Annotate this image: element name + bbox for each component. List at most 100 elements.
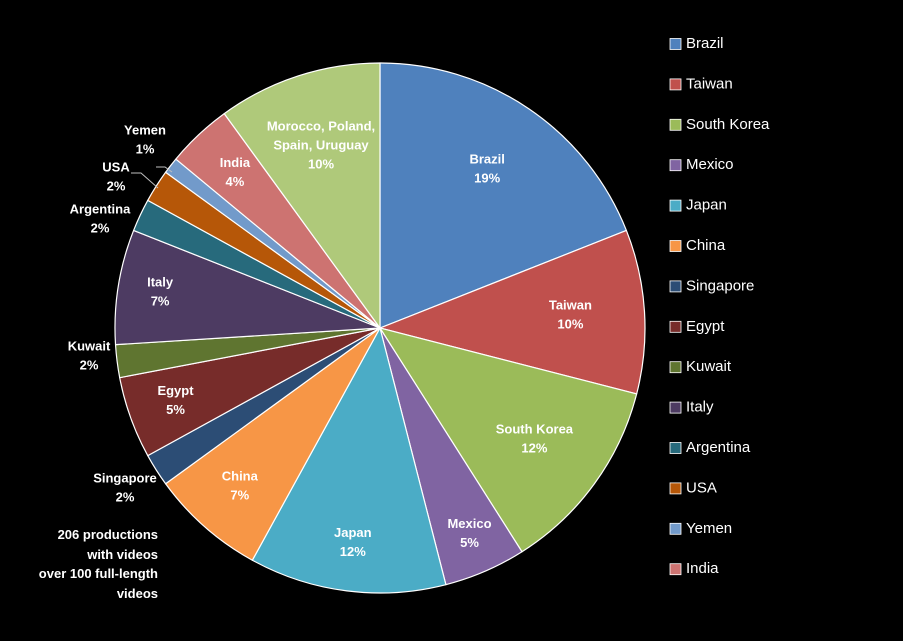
legend-item-kuwait: Kuwait	[669, 358, 732, 375]
data-label-name: Japan	[334, 526, 372, 541]
legend-label: South Korea	[686, 116, 770, 133]
data-label-value: 10%	[308, 157, 334, 172]
data-label-value: 19%	[474, 171, 500, 186]
legend-swatch	[669, 240, 682, 252]
data-label-value: 2%	[80, 358, 99, 373]
annotation-line: with videos	[87, 546, 158, 562]
data-label-china: China 7%	[222, 469, 259, 503]
data-label-italy: Italy 7%	[147, 275, 174, 309]
data-label-name: Egypt	[157, 384, 194, 399]
data-label-name: Mexico	[447, 517, 491, 532]
legend-label: USA	[686, 479, 717, 496]
legend-item-egypt: Egypt	[669, 318, 725, 335]
legend-item-singapore: Singapore	[669, 277, 754, 294]
legend-swatch	[669, 280, 682, 293]
data-label-name: Kuwait	[68, 339, 111, 354]
legend-item-south-korea: South Korea	[669, 116, 770, 133]
pie-slice-italy	[114, 229, 381, 346]
annotation-line: over 100 full-length	[38, 566, 158, 581]
data-label-kuwait: Kuwait 2%	[68, 339, 111, 373]
data-label-yemen: Yemen 1%	[124, 123, 166, 157]
data-label-value: 2%	[116, 490, 135, 505]
legend: Brazil Taiwan South Korea Mexico Japan China S…	[669, 35, 770, 577]
data-label-value: 12%	[340, 545, 366, 560]
data-label-value: 12%	[521, 441, 547, 456]
data-label-name: South Korea	[496, 422, 574, 437]
legend-item-yemen: Yemen	[669, 520, 732, 537]
data-label-value: 2%	[91, 221, 110, 236]
data-label-name: Argentina	[70, 202, 131, 217]
data-label-india: India 4%	[220, 155, 251, 189]
data-label-usa: USA 2%	[102, 160, 130, 194]
legend-swatch	[669, 442, 682, 454]
data-label-argentina: Argentina 2%	[70, 202, 131, 236]
legend-label: Singapore	[686, 277, 754, 294]
data-label-brazil: Brazil 19%	[469, 152, 504, 186]
data-label-value: 2%	[107, 179, 126, 194]
data-label-value: 10%	[557, 317, 583, 332]
data-label-japan: Japan 12%	[334, 526, 372, 560]
data-labels: Brazil 19% Taiwan 10% South Korea 12% Mexico 5%…	[68, 119, 592, 560]
data-label-name: Singapore	[93, 471, 157, 486]
pie-slice-china	[165, 327, 381, 561]
data-label-value: 7%	[151, 294, 170, 309]
legend-label: Italy	[686, 399, 714, 416]
legend-label: Brazil	[686, 35, 724, 52]
pie-slice-taiwan	[379, 229, 646, 395]
legend-swatch	[669, 482, 682, 495]
legend-swatch	[669, 563, 682, 576]
legend-swatch	[669, 38, 682, 50]
data-label-name: Taiwan	[549, 298, 592, 313]
legend-swatch	[669, 361, 682, 374]
legend-item-taiwan: Taiwan	[669, 75, 733, 92]
legend-swatch	[669, 522, 682, 535]
annotation-line: videos	[116, 585, 158, 601]
data-label-south-korea: South Korea 12%	[496, 422, 574, 456]
data-label-singapore: Singapore 2%	[93, 471, 157, 505]
pie-slice-brazil	[379, 62, 627, 329]
legend-item-argentina: Argentina	[669, 439, 751, 456]
data-label-name: Spain, Uruguay	[273, 138, 369, 153]
pie-slice-japan	[251, 327, 447, 594]
data-label-name: USA	[102, 160, 130, 175]
legend-item-italy: Italy	[669, 399, 714, 416]
legend-label: Taiwan	[686, 75, 733, 92]
legend-item-brazil: Brazil	[669, 35, 724, 52]
data-label-taiwan: Taiwan 10%	[549, 298, 592, 332]
data-label-name: Yemen	[124, 123, 166, 138]
legend-swatch	[669, 199, 682, 212]
legend-swatch	[669, 320, 682, 333]
legend-label: Argentina	[686, 439, 751, 456]
legend-swatch	[669, 401, 682, 414]
legend-label: India	[686, 560, 719, 577]
legend-swatch	[669, 78, 682, 91]
legend-label: Yemen	[686, 520, 732, 537]
leader-line-usa	[131, 172, 159, 189]
data-label-value: 5%	[460, 536, 479, 551]
annotation-line: 206 productions	[57, 527, 158, 542]
data-label-value: 1%	[136, 142, 155, 157]
data-label-name: Morocco, Poland,	[267, 119, 375, 134]
legend-item-india: India	[669, 560, 719, 577]
leader-line-yemen	[156, 166, 173, 173]
legend-item-usa: USA	[669, 479, 717, 496]
data-label-name: Italy	[147, 275, 174, 290]
pie-slice-south-korea	[379, 327, 638, 553]
pie-slices	[114, 62, 646, 594]
legend-item-china: China	[669, 237, 726, 254]
data-label-value: 5%	[166, 403, 185, 418]
data-label-egypt: Egypt 5%	[157, 384, 194, 418]
legend-label: China	[686, 237, 726, 254]
data-label-name: China	[222, 469, 259, 484]
legend-item-mexico: Mexico	[669, 156, 734, 173]
legend-swatch	[669, 118, 682, 131]
legend-swatch	[669, 159, 682, 172]
legend-label: Egypt	[686, 318, 725, 335]
leader-lines	[131, 166, 173, 189]
data-label-value: 4%	[226, 174, 245, 189]
data-label-mexico: Mexico 5%	[447, 517, 491, 551]
data-label-name: Brazil	[469, 152, 504, 167]
data-label-morocco-poland-spain-uruguay: Morocco, Poland, Spain, Uruguay 10%	[267, 119, 375, 172]
legend-item-japan: Japan	[669, 197, 727, 214]
